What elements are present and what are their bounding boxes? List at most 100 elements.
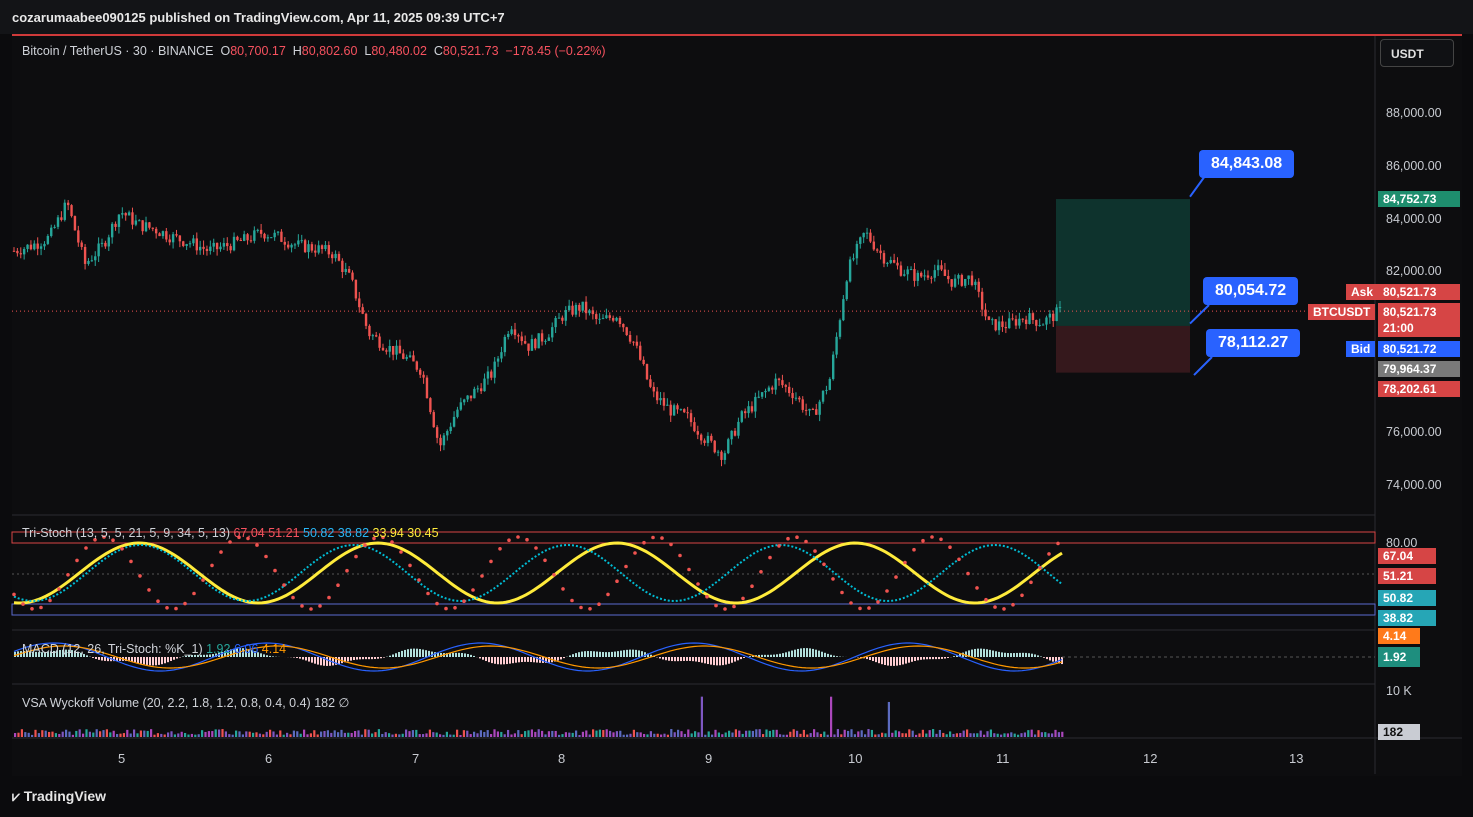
- macd-value-2: 6.06: [233, 642, 259, 656]
- target-price-callout[interactable]: 84,843.08: [1199, 150, 1295, 178]
- volume-bar: [928, 730, 931, 737]
- macd-histogram-bar: [194, 654, 196, 657]
- candle-body: [666, 404, 669, 406]
- volume-bar: [377, 729, 380, 737]
- macd-histogram-bar: [119, 657, 121, 661]
- macd-histogram-bar: [125, 657, 127, 662]
- macd-histogram-bar: [188, 655, 190, 657]
- candle-body: [73, 216, 77, 231]
- last-price-value: 80,521.73: [1383, 305, 1437, 319]
- candle-body: [29, 244, 33, 250]
- open-value: 80,700.17: [230, 44, 286, 58]
- volume-bar: [394, 733, 397, 737]
- macd-histogram-bar: [824, 652, 826, 657]
- candle-body: [977, 281, 980, 292]
- tradingview-logo[interactable]: ⩗ TradingView: [12, 788, 106, 805]
- macd-histogram-bar: [968, 650, 970, 657]
- volume-bar: [255, 732, 258, 737]
- volume-bar: [197, 734, 200, 737]
- macd-histogram-bar: [650, 654, 652, 657]
- macd-histogram-bar: [1001, 652, 1003, 657]
- candle-body: [314, 250, 317, 253]
- macd-histogram-bar: [512, 657, 514, 664]
- macd-histogram-bar: [1049, 657, 1051, 661]
- macd-histogram-bar: [197, 654, 199, 657]
- candle-body: [896, 262, 899, 266]
- price-tick-88000: 88,000.00: [1386, 106, 1442, 120]
- macd-histogram-bar: [767, 654, 769, 657]
- volume-bar: [139, 730, 142, 737]
- macd-histogram-bar: [953, 656, 955, 657]
- volume-bar: [180, 731, 183, 737]
- stoch-fast-dot: [156, 599, 160, 603]
- stoch-fast-dot: [102, 535, 106, 539]
- candle-body: [909, 269, 913, 271]
- macd-histogram-bar: [689, 657, 691, 661]
- high-value: 80,802.60: [301, 44, 358, 58]
- currency-button[interactable]: USDT: [1380, 39, 1454, 67]
- candle-body: [994, 319, 997, 331]
- candle-body: [865, 232, 869, 234]
- volume-bar: [1030, 729, 1033, 737]
- stoch-fast-dot: [687, 567, 691, 572]
- volume-bar: [265, 731, 268, 737]
- candle-body: [662, 398, 666, 406]
- stoch-fast-dot: [282, 583, 286, 587]
- candle-body: [794, 397, 798, 399]
- ask-label: Ask: [1346, 284, 1379, 300]
- candle-body: [815, 409, 818, 415]
- volume-bar: [224, 731, 227, 737]
- candle-body: [683, 409, 686, 413]
- macd-histogram-bar: [371, 657, 373, 660]
- volume-bar: [632, 729, 635, 737]
- volume-bar: [473, 731, 476, 737]
- macd-histogram-bar: [836, 656, 838, 657]
- candle-body: [642, 359, 645, 365]
- candle-body: [706, 435, 710, 443]
- candle-body: [825, 389, 828, 391]
- volume-bar: [864, 734, 867, 737]
- volume-bar: [299, 733, 302, 737]
- volume-bar: [697, 732, 700, 737]
- macd-histogram-bar: [608, 652, 610, 657]
- macd-histogram-bar: [266, 655, 268, 657]
- volume-bar: [1040, 732, 1043, 737]
- macd-histogram-bar: [545, 657, 547, 663]
- macd-histogram-bar: [584, 651, 586, 657]
- candle-body: [940, 265, 943, 270]
- volume-bar: [258, 733, 261, 737]
- stop-price-callout[interactable]: 78,112.27: [1206, 329, 1301, 357]
- candle-body: [611, 317, 615, 321]
- candle-body: [798, 397, 801, 400]
- volume-bar: [452, 734, 455, 737]
- candle-body: [835, 336, 838, 355]
- stoch-fast-dot: [912, 547, 916, 552]
- stoch-fast-dot: [1056, 541, 1060, 546]
- volume-bar: [48, 731, 51, 737]
- volume-bar: [75, 730, 78, 737]
- stoch-fast-dot: [1047, 552, 1051, 556]
- volume-bar: [479, 730, 482, 737]
- volume-bar: [408, 731, 411, 737]
- candle-body: [1052, 313, 1055, 322]
- volume-bar: [20, 729, 23, 737]
- stoch-fast-dot: [75, 558, 79, 563]
- volume-bar: [1057, 732, 1060, 737]
- volume-bar: [37, 733, 40, 737]
- stoch-fast-dot: [957, 557, 961, 562]
- volume-bar: [1054, 729, 1057, 737]
- stoch-fast-dot: [723, 607, 727, 611]
- macd-histogram-bar: [662, 657, 664, 660]
- volume-bar: [388, 733, 391, 737]
- candle-body: [114, 223, 117, 227]
- macd-histogram-bar: [878, 657, 880, 664]
- volume-bar: [530, 729, 533, 737]
- volume-bar: [177, 733, 180, 737]
- candle-body: [266, 237, 270, 239]
- candle-body: [351, 272, 354, 280]
- volume-bar: [102, 730, 105, 737]
- volume-bar: [503, 734, 506, 737]
- entry-price-callout[interactable]: 80,054.72: [1203, 277, 1299, 305]
- candle-body: [107, 237, 110, 247]
